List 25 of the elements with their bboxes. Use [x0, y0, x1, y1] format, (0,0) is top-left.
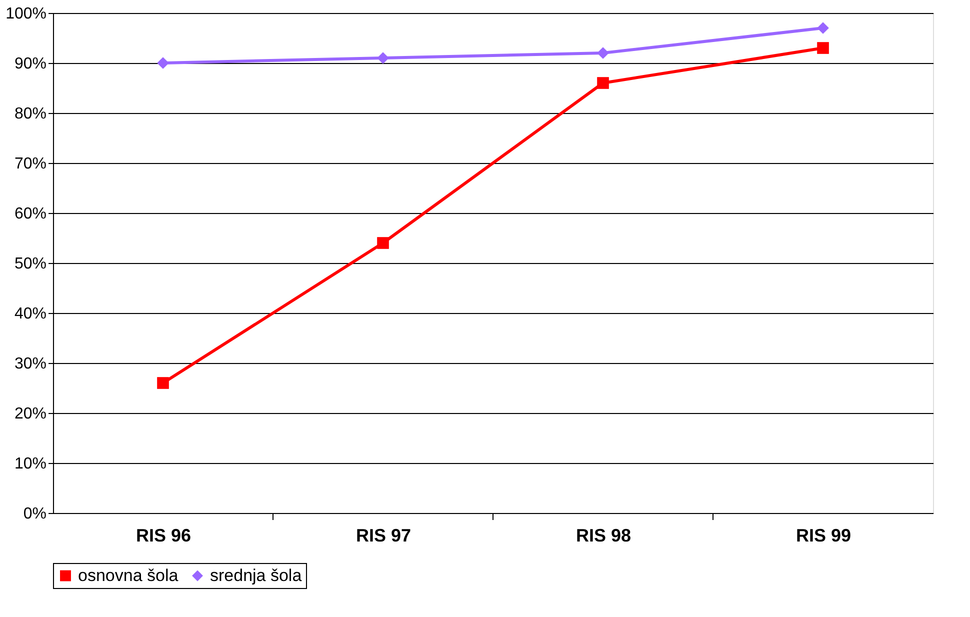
y-tick-label: 50% — [14, 256, 46, 272]
y-tick-label: 10% — [14, 456, 46, 472]
point — [817, 42, 829, 54]
legend-label: srednja šola — [210, 566, 302, 585]
point — [597, 77, 609, 89]
y-tick-label: 0% — [23, 506, 46, 522]
point — [377, 52, 389, 64]
point — [157, 57, 169, 69]
y-tick-label: 80% — [14, 106, 46, 122]
y-tick-label: 70% — [14, 156, 46, 172]
x-tick-label: RIS 99 — [796, 526, 852, 546]
point — [597, 47, 609, 59]
y-tick-label: 40% — [14, 306, 46, 322]
legend-label: osnovna šola — [78, 566, 179, 585]
y-tick-label: 90% — [14, 56, 46, 72]
y-tick-label: 20% — [14, 406, 46, 422]
y-tick-label: 30% — [14, 356, 46, 372]
x-tick-label: RIS 96 — [136, 526, 192, 546]
point — [157, 377, 169, 389]
x-tick-label: RIS 97 — [356, 526, 412, 546]
point — [377, 237, 389, 249]
x-tick-label: RIS 98 — [576, 526, 632, 546]
y-tick-label: 100% — [6, 6, 46, 22]
y-tick-label: 60% — [14, 206, 46, 222]
point — [817, 22, 829, 34]
